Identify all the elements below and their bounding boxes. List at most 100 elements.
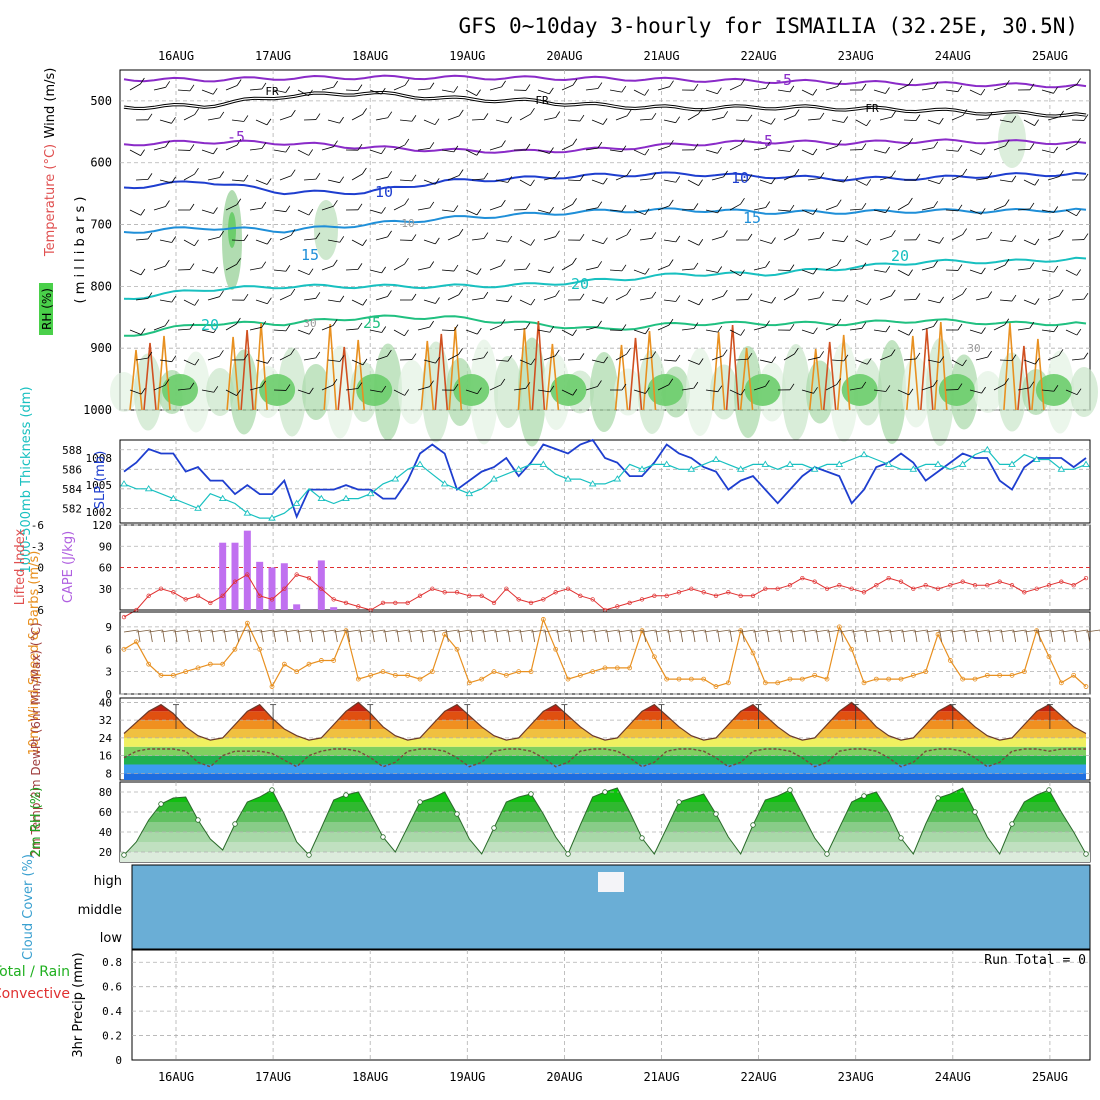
lifted-index-marker <box>442 590 447 595</box>
upper-wind-barb-flag <box>794 288 799 295</box>
precip-tick: 0.2 <box>102 1030 122 1043</box>
upper-wind-barb-flag <box>933 260 938 268</box>
wind-tick: 3 <box>105 666 112 679</box>
upper-wind-barb <box>879 116 892 121</box>
upper-wind-barb <box>681 208 695 211</box>
upper-wind-barb-flag <box>819 291 825 298</box>
thickness-marker <box>810 465 819 472</box>
rh-shading-high <box>744 374 781 406</box>
wind-speed-marker <box>392 672 398 678</box>
upper-wind-barb-flag <box>189 322 195 330</box>
upper-wind-barb-flag <box>1011 175 1017 183</box>
upper-wind-barb-flag <box>267 297 272 304</box>
upper-wind-barb-flag <box>261 321 267 328</box>
upper-wind-barb <box>753 147 766 151</box>
upper-wind-barb <box>417 147 430 151</box>
upper-wind-barb-flag <box>1053 265 1059 273</box>
upper-wind-barb <box>1041 89 1054 94</box>
bottom-date-label: 23AUG <box>838 1070 874 1084</box>
upper-wind-barb-flag <box>483 351 489 358</box>
convective-contour <box>143 342 157 411</box>
upper-wind-barb <box>321 146 334 151</box>
upper-wind-barb-flag <box>500 319 506 326</box>
bottom-date-label: 21AUG <box>643 1070 679 1084</box>
surface-wind-barb <box>604 629 620 633</box>
upper-wind-barb <box>1023 359 1036 365</box>
wind-speed-marker <box>1058 680 1064 686</box>
upper-wind-barb-flag <box>194 167 199 175</box>
upper-wind-barb-flag <box>890 289 896 297</box>
surface-wind-barb <box>802 629 817 633</box>
upper-wind-barb <box>759 299 772 304</box>
upper-wind-barb-flag <box>651 351 657 358</box>
rh-marker <box>1009 821 1015 827</box>
upper-wind-barb-flag <box>1004 199 1010 206</box>
upper-wind-barb <box>423 239 436 245</box>
upper-wind-barb <box>585 88 598 91</box>
wind-speed-marker <box>318 658 324 663</box>
upper-wind-barb-flag <box>933 81 939 89</box>
thickness-marker <box>144 484 153 492</box>
upper-wind-barb <box>927 359 940 363</box>
thickness-marker <box>317 494 326 502</box>
upper-wind-barb <box>903 298 917 301</box>
upper-wind-barb <box>399 119 412 122</box>
upper-wind-barb <box>855 179 867 186</box>
cape-bar <box>330 607 338 610</box>
upper-wind-barb <box>657 384 669 391</box>
wind-speed-marker <box>923 669 929 675</box>
upper-wind-barb <box>543 176 556 181</box>
rh-shading-high <box>1035 374 1072 406</box>
lifted-index-marker <box>1034 586 1039 591</box>
upper-wind-barb-flag <box>908 138 913 145</box>
upper-wind-barb-flag <box>140 209 146 216</box>
surface-wind-barb <box>395 629 410 633</box>
upper-wind-barb <box>207 117 220 121</box>
lifted-index-marker <box>689 586 694 591</box>
upper-wind-barb-flag <box>411 174 417 182</box>
lifted-index-marker <box>171 590 176 595</box>
surface-wind-barb <box>851 629 866 633</box>
upper-wind-barb <box>975 356 988 361</box>
upper-wind-barb <box>207 177 220 181</box>
upper-wind-barb <box>273 209 286 213</box>
upper-wind-barb-flag <box>626 288 632 295</box>
upper-wind-barb <box>201 209 214 214</box>
upper-wind-barb <box>735 358 748 361</box>
top-date-label: 21AUG <box>643 49 679 63</box>
upper-wind-barb <box>753 87 766 91</box>
upper-wind-barb-flag <box>381 147 386 154</box>
upper-wind-barb <box>249 88 262 91</box>
lifted-index-marker <box>763 586 768 591</box>
upper-wind-barb-flag <box>813 387 818 394</box>
surface-wind-barb <box>678 629 694 633</box>
lifted-index-marker <box>676 590 682 595</box>
wind-speed-marker <box>602 665 608 671</box>
surface-wind-barb <box>296 629 311 633</box>
upper-wind-barb <box>1065 389 1078 396</box>
upper-wind-barb <box>591 179 604 185</box>
wind-speed-marker <box>429 669 435 675</box>
upper-wind-barb-flag <box>812 148 818 156</box>
rh-marker <box>491 825 497 831</box>
upper-wind-barb <box>207 236 220 241</box>
wind-speed-marker <box>997 672 1003 678</box>
upper-wind-barb-flag <box>698 179 703 186</box>
upper-wind-barb <box>783 294 795 301</box>
upper-wind-barb-flag <box>819 351 825 358</box>
surface-wind-barb <box>444 629 459 633</box>
lifted-index-tick: -6 <box>31 519 44 532</box>
surface-wind-barb <box>136 629 151 633</box>
upper-wind-barb <box>183 299 195 306</box>
upper-wind-barb-flag <box>644 268 650 275</box>
bottom-date-label: 25AUG <box>1032 1070 1068 1084</box>
upper-wind-barb-flag <box>933 201 939 208</box>
upper-wind-barb-flag <box>435 297 440 304</box>
upper-wind-barb <box>849 208 862 211</box>
upper-wind-barb-flag <box>1058 289 1064 296</box>
upper-wind-barb-flag <box>147 113 153 121</box>
upper-wind-barb <box>279 294 292 301</box>
bottom-date-label: 19AUG <box>449 1070 485 1084</box>
upper-wind-barb-flag <box>339 176 345 183</box>
rh-marker <box>454 811 460 817</box>
